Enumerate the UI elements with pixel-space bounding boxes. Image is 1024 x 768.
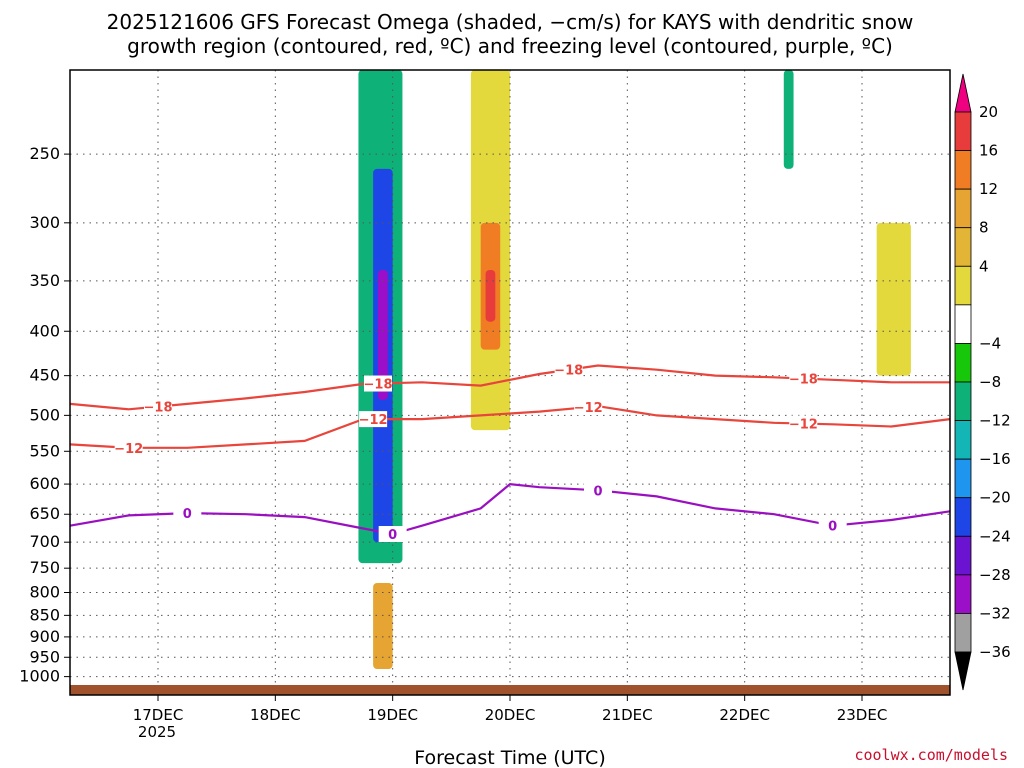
x-tick-label: 22DEC [719,706,770,724]
x-axis: 17DEC 18DEC 19DEC 20DEC 21DEC 22DEC 23DEC [133,695,888,724]
x-tick-label: 18DEC [250,706,301,724]
colorbar-swatch [954,111,972,151]
colorbar-swatch [954,574,972,614]
colorbar-swatch [954,381,972,421]
plot-area: −18 −18 −18 −18 −12 −12 −12 −12 0 0 0 0 [69,69,951,696]
colorbar-swatch [954,265,972,306]
omega-region-8 [783,70,794,169]
omega-region-6 [373,582,393,669]
dgz-top-contour-label-bg [144,398,172,415]
credit-text: coolwx.com/models [854,746,1008,764]
x-tick-label: 21DEC [602,706,653,724]
dgz-top-contour-label-bg [789,370,818,387]
x-axis-title: Forecast Time (UTC) [414,747,605,768]
dgz-bottom-contour-label-bg [789,415,818,432]
omega-region-5 [485,269,496,322]
colorbar-swatch [954,227,972,267]
colorbar-label: −28 [979,566,1011,584]
x-year-label: 2025 [138,723,176,741]
y-tick-label: 650 [29,504,60,523]
colorbar-label: −24 [979,527,1011,545]
y-tick-label: 400 [29,321,60,340]
dgz-bottom-contour-label-bg [574,399,603,416]
chart-title-line1: 2025121606 GFS Forecast Omega (shaded, −… [107,10,914,34]
dgz-top-contour-label-bg [364,375,392,392]
omega-region-2 [378,269,388,400]
colorbar-swatch [954,420,972,460]
dgz-bottom-contour-label: −12 [114,442,143,457]
colorbar-label: 4 [979,257,989,275]
omega-region-7 [876,222,911,376]
y-tick-label: 250 [29,144,60,163]
dgz-bottom-contour-label-bg [114,439,143,456]
dgz-top-contour-label: −18 [789,373,818,388]
y-tick-label: 300 [29,213,60,232]
chart-title-line2: growth region (contoured, red, ºC) and f… [127,34,893,58]
dgz-top-contour-label: −18 [144,401,173,416]
dgz-top-contour-label-bg [554,361,583,378]
y-tick-label: 750 [29,558,60,577]
colorbar-swatch [954,304,972,344]
colorbar-swatch [954,535,972,576]
omega-shading [358,70,911,669]
y-tick-label: 600 [29,474,60,493]
colorbar-swatch [954,150,972,190]
freezing-level-contour-label-bg [378,526,407,543]
y-tick-label: 450 [29,366,60,385]
colorbar-label: −8 [979,373,1001,391]
colorbar-swatch [954,497,972,537]
x-tick-label: 19DEC [367,706,418,724]
colorbar-swatch [954,613,972,653]
contour-lines: −18 −18 −18 −18 −12 −12 −12 −12 0 0 0 0 [69,361,951,543]
colorbar-label: 8 [979,219,989,237]
freezing-level-contour-label: 0 [183,507,192,522]
x-tick-label: 20DEC [485,706,536,724]
y-tick-label: 900 [29,627,60,646]
dgz-bottom-contour-label-bg [359,411,388,428]
colorbar-swatch [954,343,972,383]
dgz-top-contour-label: −18 [364,378,393,393]
colorbar-label: −16 [979,450,1011,468]
colorbar-swatch [954,188,972,229]
colorbar-swatch [954,458,972,499]
freezing-level-contour-label-bg [173,505,202,522]
freezing-level-contour-label: 0 [388,528,397,543]
freezing-level-contour-label: 0 [593,484,602,499]
freezing-level-contour [69,482,951,536]
colorbar-label: 16 [979,142,998,160]
colorbar-label: 12 [979,180,998,198]
dgz-bottom-contour-label: −12 [359,413,388,428]
terrain [70,685,950,695]
freezing-level-contour-label: 0 [828,520,837,535]
colorbar-label: 20 [979,103,998,121]
y-tick-label: 700 [29,532,60,551]
colorbar-label: −32 [979,604,1011,622]
y-tick-label: 550 [29,441,60,460]
x-tick-label: 17DEC [133,706,184,724]
colorbar-label: −12 [979,412,1011,430]
y-axis: 250 300 350 400 450 500 550 600 650 700 750 800 850 9… [19,144,70,686]
y-tick-label: 350 [29,271,60,290]
y-tick-label: 1000 [19,667,60,686]
dgz-bottom-contour-label: −12 [789,418,818,433]
colorbar-bottom-triangle [954,651,972,691]
y-tick-label: 500 [29,405,60,424]
freezing-level-contour-label-bg [584,482,612,499]
y-tick-label: 850 [29,605,60,624]
dgz-top-contour-label: −18 [554,364,583,379]
dgz-bottom-contour-label: −12 [574,401,603,416]
colorbar-label: −20 [979,489,1011,507]
x-tick-label: 23DEC [837,706,888,724]
y-tick-label: 800 [29,583,60,602]
y-tick-label: 950 [29,647,60,666]
colorbar-top-triangle [954,73,972,113]
colorbar-label: −36 [979,643,1011,661]
colorbar-label: −4 [979,334,1001,352]
grid-lines [70,70,950,695]
colorbar: 20 16 12 8 4 −4 −8 −12 −16 −20 −24 −28 −32 −36 [954,73,1011,691]
freezing-level-contour-label-bg [818,517,847,534]
